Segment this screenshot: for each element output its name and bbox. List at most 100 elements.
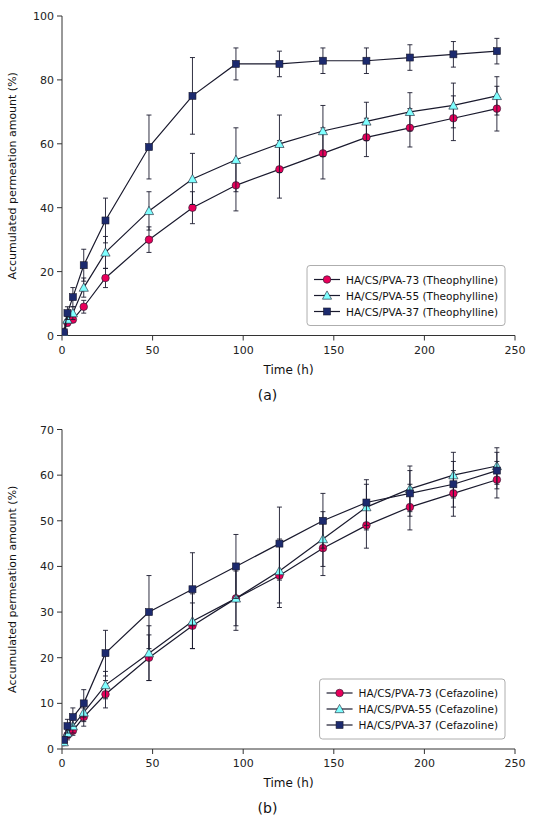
point [189, 92, 196, 99]
panel-title: (b) [258, 800, 278, 816]
x-tick [515, 336, 516, 341]
point [80, 700, 87, 707]
panel: 050100150200250010203040506070Time (h)Ac… [6, 424, 526, 817]
error-bar-path [277, 51, 282, 77]
y-tick [57, 79, 62, 80]
legend-label: HA/CS/PVA-55 (Cefazoline) [359, 703, 498, 715]
series [62, 86, 501, 335]
error-bar [407, 45, 412, 71]
error-bar [103, 198, 108, 243]
legend-label: HA/CS/PVA-73 (Cefazoline) [359, 687, 498, 699]
error-bar-path [320, 493, 325, 548]
x-tick-label: 150 [323, 757, 344, 770]
y-tick-label: 70 [40, 424, 54, 437]
legend-label: HA/CS/PVA-73 (Theophylline) [346, 274, 498, 286]
x-tick-label: 100 [233, 344, 254, 357]
legend-label: HA/CS/PVA-37 (Cefazoline) [359, 719, 498, 731]
error-bar [146, 576, 151, 649]
y-tick [57, 207, 62, 208]
error-bar-path [451, 42, 456, 68]
x-tick-label: 250 [505, 757, 526, 770]
y-tick-label: 0 [47, 743, 54, 756]
error-bar-path [190, 58, 195, 135]
y-tick [57, 271, 62, 272]
error-bar-path [103, 198, 108, 243]
y-tick [57, 612, 62, 613]
y-tick [57, 657, 62, 658]
point [449, 101, 458, 109]
error-bar-path [146, 576, 151, 649]
point [492, 91, 501, 99]
point [62, 736, 67, 743]
point [62, 328, 68, 336]
x-tick-label: 200 [414, 757, 435, 770]
legend-marker [336, 689, 344, 697]
x-tick-label: 100 [233, 757, 254, 770]
point [69, 294, 76, 301]
y-tick [57, 16, 62, 17]
y-tick [57, 143, 62, 144]
error-bar-path [451, 461, 456, 507]
error-bar-path [277, 507, 282, 580]
x-tick-label: 50 [146, 344, 160, 357]
y-tick-label: 20 [40, 266, 54, 279]
point [450, 481, 457, 488]
y-tick-label: 60 [40, 469, 54, 482]
point [102, 217, 109, 224]
point [318, 126, 327, 134]
point [276, 60, 283, 67]
error-bar [451, 42, 456, 68]
point [69, 714, 76, 721]
error-bar [81, 249, 86, 281]
figure: 050100150200250020406080100Time (h)Accum… [0, 0, 535, 827]
y-tick-label: 40 [40, 560, 54, 573]
x-axis [62, 335, 515, 336]
x-axis [62, 749, 515, 750]
point [101, 681, 110, 689]
point [80, 303, 88, 311]
error-bar [451, 461, 456, 507]
x-tick [333, 336, 334, 341]
plot-area [62, 38, 501, 335]
y-tick [57, 335, 62, 336]
point [363, 499, 370, 506]
y-tick [57, 749, 62, 750]
error-bar [320, 493, 325, 548]
error-bar-path [364, 48, 369, 74]
error-bar-path [320, 48, 325, 74]
error-bar-path [364, 480, 369, 526]
point [231, 155, 240, 163]
point [189, 586, 196, 593]
x-tick [152, 749, 153, 754]
point [319, 57, 326, 64]
y-axis [62, 430, 63, 750]
panel-title: (a) [258, 387, 278, 403]
error-bar [81, 690, 86, 717]
error-bar [320, 48, 325, 74]
y-axis-label: Accumulated permeation amount (%) [6, 72, 19, 279]
error-bar [494, 452, 499, 489]
x-tick-label: 0 [59, 757, 66, 770]
x-tick-label: 0 [59, 344, 66, 357]
point [363, 57, 370, 64]
point [406, 54, 413, 61]
error-bar [146, 115, 151, 179]
error-bar [233, 48, 238, 80]
point [101, 248, 110, 256]
point [64, 723, 71, 730]
y-tick-label: 20 [40, 652, 54, 665]
error-bar [190, 58, 195, 135]
point [189, 204, 197, 212]
x-tick [515, 749, 516, 754]
point [276, 540, 283, 547]
x-tick-label: 200 [414, 344, 435, 357]
y-tick-label: 30 [40, 606, 54, 619]
error-bar-path [190, 553, 195, 626]
legend-marker [323, 276, 331, 284]
legend: HA/CS/PVA-73 (Cefazoline) HA/CS/PVA-55 (C… [320, 679, 505, 739]
point [64, 310, 71, 317]
y-tick-label: 50 [40, 515, 54, 528]
x-tick [62, 336, 63, 341]
error-bar-path [233, 534, 238, 598]
point [145, 143, 152, 150]
